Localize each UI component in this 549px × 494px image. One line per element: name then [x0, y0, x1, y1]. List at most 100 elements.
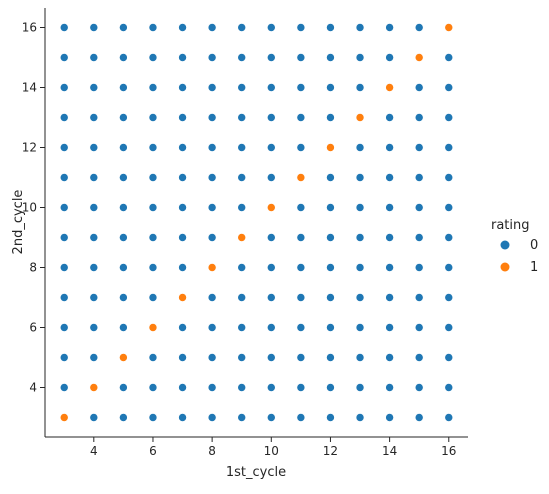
- point-rating-0: [355, 293, 365, 302]
- point-rating-0: [296, 323, 306, 332]
- point-rating-0: [266, 233, 276, 242]
- point-rating-0: [178, 143, 187, 152]
- x-tick-label: 14: [382, 444, 397, 458]
- point-rating-0: [178, 173, 187, 182]
- point-rating-0: [207, 353, 217, 362]
- point-rating-0: [385, 413, 394, 422]
- point-rating-0: [119, 53, 128, 62]
- point-rating-0: [296, 353, 306, 362]
- point-rating-0: [59, 203, 69, 212]
- point-rating-0: [414, 383, 424, 392]
- point-rating-0: [148, 263, 158, 272]
- point-rating-0: [414, 113, 424, 122]
- point-rating-0: [296, 203, 306, 212]
- point-rating-1: [119, 353, 128, 362]
- point-rating-0: [326, 203, 335, 212]
- point-rating-0: [414, 143, 424, 152]
- point-rating-0: [89, 83, 99, 92]
- point-rating-0: [59, 83, 69, 92]
- point-rating-0: [178, 353, 187, 362]
- point-rating-0: [119, 203, 128, 212]
- point-rating-0: [355, 323, 365, 332]
- point-rating-0: [414, 263, 424, 272]
- point-rating-0: [237, 263, 247, 272]
- point-rating-0: [444, 293, 454, 302]
- point-rating-1: [89, 383, 99, 392]
- point-rating-0: [178, 23, 187, 32]
- legend-label-0: 0: [530, 238, 538, 253]
- point-rating-0: [385, 263, 394, 272]
- x-tick-label: 12: [323, 444, 338, 458]
- point-rating-0: [178, 233, 187, 242]
- point-rating-0: [266, 23, 276, 32]
- point-rating-0: [89, 413, 99, 422]
- point-rating-0: [237, 83, 247, 92]
- point-rating-0: [119, 83, 128, 92]
- point-rating-0: [207, 83, 217, 92]
- point-rating-0: [207, 233, 217, 242]
- point-rating-0: [326, 233, 335, 242]
- point-rating-0: [119, 233, 128, 242]
- point-rating-0: [385, 53, 394, 62]
- point-rating-0: [355, 233, 365, 242]
- point-rating-0: [148, 383, 158, 392]
- point-rating-0: [59, 233, 69, 242]
- axes: [44, 8, 468, 438]
- point-rating-0: [266, 383, 276, 392]
- point-rating-0: [355, 173, 365, 182]
- point-rating-0: [296, 83, 306, 92]
- point-rating-1: [385, 83, 394, 92]
- point-rating-0: [148, 353, 158, 362]
- point-rating-0: [266, 293, 276, 302]
- point-rating-0: [148, 113, 158, 122]
- point-rating-0: [119, 173, 128, 182]
- point-rating-0: [326, 263, 335, 272]
- point-rating-0: [89, 53, 99, 62]
- point-rating-0: [89, 353, 99, 362]
- point-rating-0: [326, 413, 335, 422]
- point-rating-0: [207, 23, 217, 32]
- point-rating-0: [207, 203, 217, 212]
- point-rating-0: [89, 173, 99, 182]
- point-rating-0: [266, 173, 276, 182]
- point-rating-1: [414, 53, 424, 62]
- point-rating-1: [296, 173, 306, 182]
- point-rating-1: [326, 143, 335, 152]
- point-rating-0: [148, 143, 158, 152]
- point-rating-0: [326, 23, 335, 32]
- point-rating-0: [178, 113, 187, 122]
- point-rating-0: [355, 203, 365, 212]
- point-rating-0: [237, 383, 247, 392]
- point-rating-1: [266, 203, 276, 212]
- point-rating-0: [296, 263, 306, 272]
- point-rating-0: [414, 203, 424, 212]
- point-rating-0: [119, 323, 128, 332]
- point-rating-0: [266, 53, 276, 62]
- point-rating-0: [89, 293, 99, 302]
- point-rating-0: [178, 203, 187, 212]
- point-rating-0: [89, 203, 99, 212]
- point-rating-0: [237, 173, 247, 182]
- point-rating-0: [296, 293, 306, 302]
- point-rating-0: [414, 23, 424, 32]
- point-rating-0: [326, 353, 335, 362]
- point-rating-0: [237, 323, 247, 332]
- point-rating-0: [355, 383, 365, 392]
- legend-marker-0: [500, 240, 510, 250]
- data-points: [59, 23, 454, 422]
- point-rating-0: [237, 23, 247, 32]
- point-rating-0: [178, 413, 187, 422]
- point-rating-0: [266, 323, 276, 332]
- x-tick-label: 10: [264, 444, 279, 458]
- legend: rating 0 1: [491, 218, 538, 275]
- legend-label-1: 1: [530, 260, 538, 275]
- point-rating-0: [326, 383, 335, 392]
- point-rating-0: [385, 383, 394, 392]
- point-rating-0: [444, 173, 454, 182]
- y-tick-label: 8: [29, 261, 37, 275]
- y-tick-label: 10: [22, 201, 37, 215]
- point-rating-0: [119, 113, 128, 122]
- point-rating-1: [444, 23, 454, 32]
- point-rating-0: [178, 53, 187, 62]
- point-rating-0: [385, 203, 394, 212]
